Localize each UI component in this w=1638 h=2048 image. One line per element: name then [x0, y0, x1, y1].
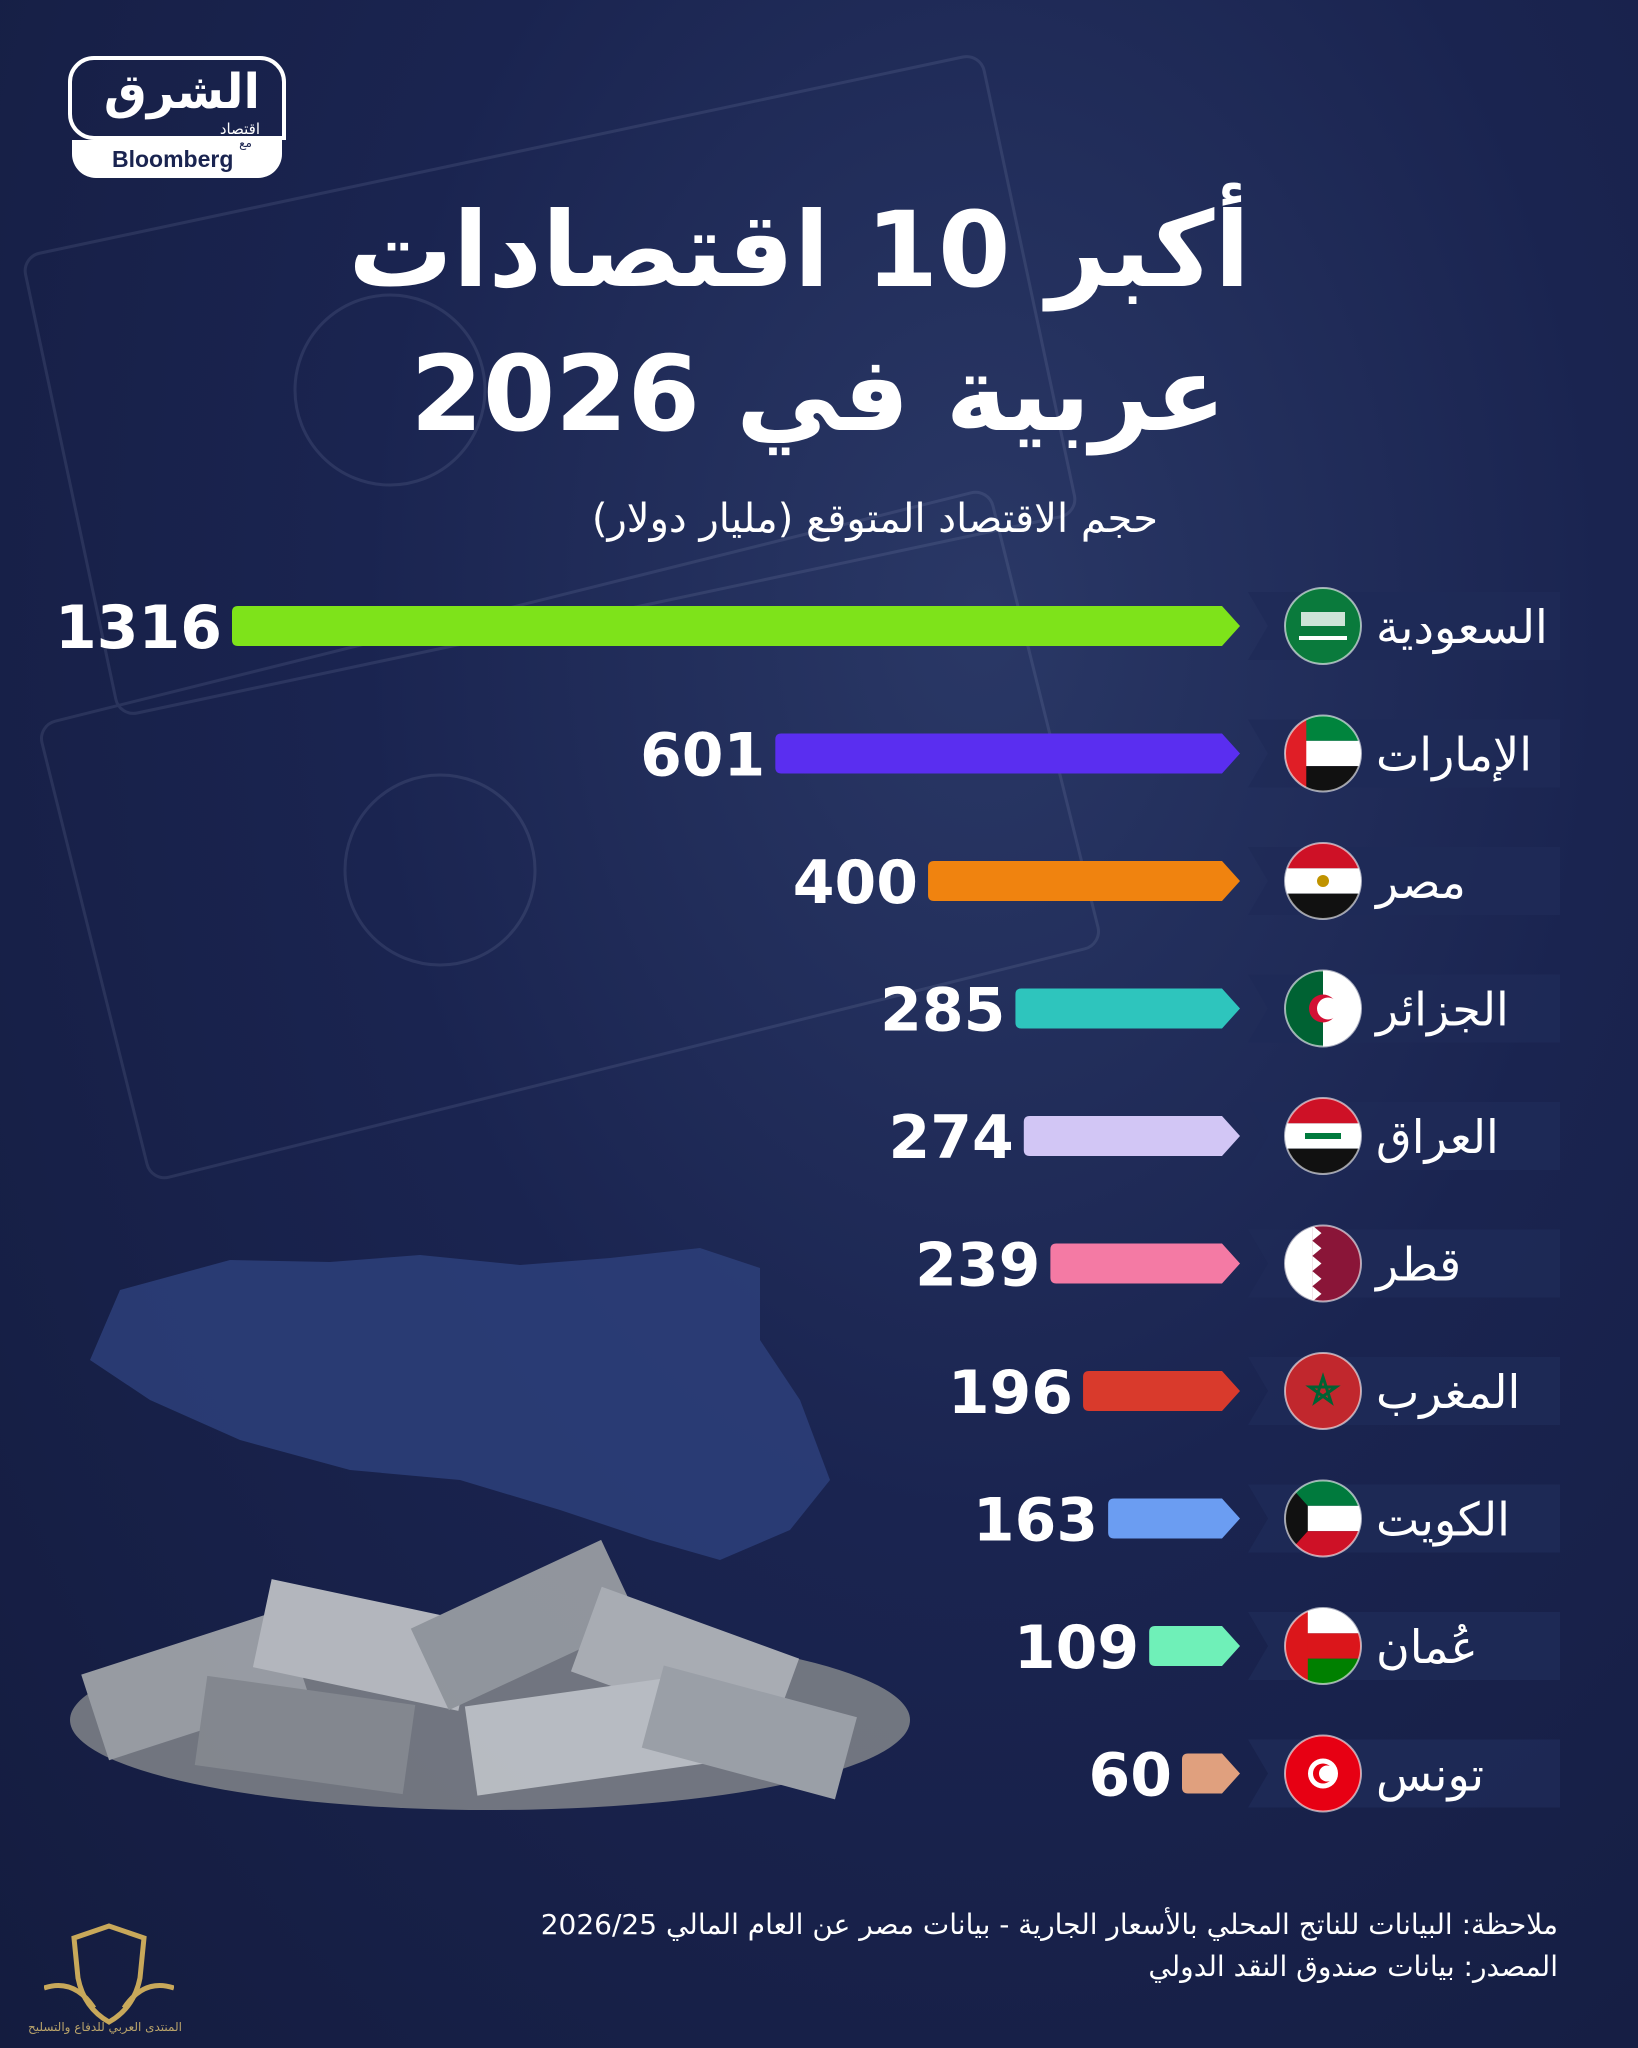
value-label: 196 — [948, 1358, 1073, 1428]
bar-1 — [775, 733, 1240, 774]
category-label: عُمان — [1376, 1620, 1478, 1674]
bar-3 — [1015, 988, 1240, 1029]
bar-5 — [1050, 1243, 1240, 1284]
bar-row: 601 الإمارات — [640, 714, 1560, 793]
tunisia-flag-icon — [1285, 1735, 1361, 1812]
bar-2 — [928, 861, 1240, 901]
forum-shield-icon — [44, 1923, 174, 2025]
bar-7 — [1108, 1498, 1240, 1539]
value-label: 1316 — [55, 593, 222, 663]
watermark-text: المنتدى العربي للدفاع والتسليح — [28, 2020, 182, 2034]
qatar-flag-icon — [1285, 1225, 1361, 1302]
category-label: قطر — [1374, 1238, 1461, 1293]
logo-main-text: الشرق — [103, 64, 260, 120]
bar-row: 400 مصر — [793, 842, 1560, 920]
page-title-line-1: أكبر 10 اقتصادات — [348, 189, 1250, 311]
bar-row: 239 قطر — [915, 1224, 1560, 1303]
oman-flag-icon — [1285, 1608, 1361, 1684]
category-label: العراق — [1376, 1110, 1499, 1165]
bar-row: 1316 السعودية — [55, 587, 1560, 665]
category-label: السعودية — [1376, 600, 1548, 655]
bar-row: 274 العراق — [889, 1097, 1560, 1175]
chart-source: المصدر: بيانات صندوق النقد الدولي — [1148, 1950, 1558, 1983]
value-label: 60 — [1089, 1741, 1173, 1811]
bar-row: 163 الكويت — [973, 1479, 1560, 1558]
logo-partner-text: Bloomberg — [112, 146, 234, 172]
value-label: 400 — [793, 848, 918, 918]
category-label: المغرب — [1376, 1365, 1520, 1420]
bar-row: 196 المغرب — [948, 1352, 1560, 1430]
value-label: 601 — [640, 721, 765, 791]
value-label: 163 — [973, 1486, 1098, 1556]
bar-9 — [1182, 1753, 1240, 1794]
category-label: الكويت — [1376, 1493, 1510, 1548]
alsharq-bloomberg-logo: الشرق اقتصاد مع Bloomberg — [68, 56, 290, 178]
value-label: 274 — [889, 1103, 1014, 1173]
bar-8 — [1149, 1626, 1240, 1666]
category-label: الجزائر — [1374, 983, 1509, 1038]
logo-with-text: مع — [239, 136, 252, 150]
category-label: تونس — [1376, 1748, 1484, 1803]
bar-row: 109 عُمان — [1014, 1607, 1560, 1685]
bar-0 — [232, 606, 1240, 646]
value-label: 239 — [915, 1231, 1040, 1301]
bar-row: 285 الجزائر — [880, 969, 1560, 1048]
chart-subtitle: حجم الاقتصاد المتوقع (مليار دولار) — [591, 496, 1158, 542]
category-label: مصر — [1374, 855, 1466, 910]
bar-6 — [1083, 1371, 1240, 1411]
logo-sub-text: اقتصاد — [219, 120, 260, 138]
morocco-flag-icon — [1285, 1353, 1361, 1429]
page-title-line-2: عربية في 2026 — [410, 333, 1227, 455]
arab-world-map — [90, 1248, 830, 1560]
bar-4 — [1023, 1116, 1240, 1156]
bar-row: 60 تونس — [1089, 1734, 1560, 1813]
value-label: 109 — [1014, 1613, 1139, 1683]
chart-note: ملاحظة: البيانات للناتج المحلي بالأسعار … — [540, 1908, 1558, 1941]
value-label: 285 — [880, 976, 1005, 1046]
category-label: الإمارات — [1376, 728, 1532, 782]
money-pile — [70, 1539, 910, 1810]
saudi-flag-icon — [1285, 588, 1361, 664]
